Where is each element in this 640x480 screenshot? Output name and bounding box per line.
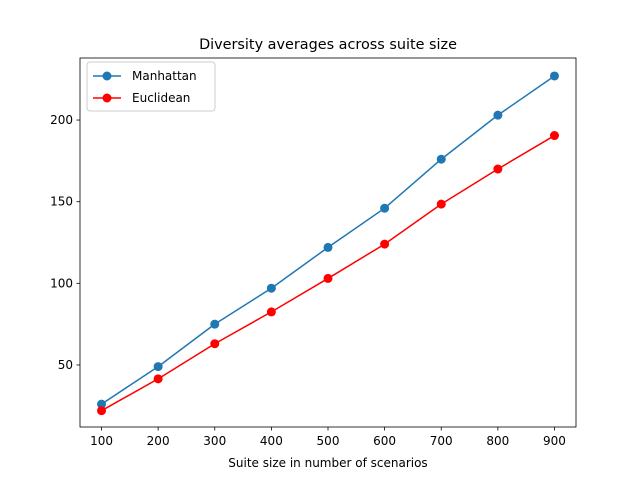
series-line-manhattan <box>101 75 555 405</box>
data-point-manhattan <box>380 203 390 213</box>
data-point-euclidean <box>97 406 107 416</box>
y-tick-label: 100 <box>50 276 73 290</box>
data-point-euclidean <box>493 164 503 174</box>
data-point-euclidean <box>323 273 333 283</box>
data-point-manhattan <box>323 242 333 252</box>
legend-label-manhattan: Manhattan <box>132 69 197 83</box>
legend-label-euclidean: Euclidean <box>132 91 190 105</box>
data-point-manhattan <box>266 283 276 293</box>
data-point-manhattan <box>153 362 163 372</box>
x-tick-label: 700 <box>430 434 453 448</box>
data-point-euclidean <box>153 374 163 384</box>
x-tick-label: 100 <box>90 434 113 448</box>
y-tick-label: 50 <box>58 358 73 372</box>
data-point-manhattan <box>493 110 503 120</box>
series-line-euclidean <box>101 134 555 412</box>
plot-area: 100 200 300 400 500 600 700 800 900 50 100 150 200 <box>50 57 577 448</box>
x-tick-label: 600 <box>373 434 396 448</box>
x-tick-label: 400 <box>260 434 283 448</box>
x-tick-label: 500 <box>317 434 340 448</box>
data-point-manhattan <box>436 154 446 164</box>
data-point-euclidean <box>380 239 390 249</box>
x-tick-label: 300 <box>203 434 226 448</box>
legend: Manhattan Euclidean <box>86 61 216 112</box>
legend-marker-euclidean <box>102 93 112 103</box>
data-point-manhattan <box>549 71 559 81</box>
data-point-euclidean <box>210 339 220 349</box>
data-point-manhattan <box>97 399 107 409</box>
y-tick-label: 150 <box>50 195 73 209</box>
data-point-euclidean <box>549 131 559 141</box>
data-point-euclidean <box>436 199 446 209</box>
chart-title: Diversity averages across suite size <box>199 37 457 53</box>
data-point-manhattan <box>210 319 220 329</box>
x-axis-label: Suite size in number of scenarios <box>228 456 427 470</box>
x-tick-label: 200 <box>147 434 170 448</box>
x-tick-label: 800 <box>486 434 509 448</box>
x-tick-label: 900 <box>543 434 566 448</box>
data-point-euclidean <box>266 307 276 317</box>
y-tick-label: 200 <box>50 113 73 127</box>
legend-marker-manhattan <box>102 71 112 81</box>
